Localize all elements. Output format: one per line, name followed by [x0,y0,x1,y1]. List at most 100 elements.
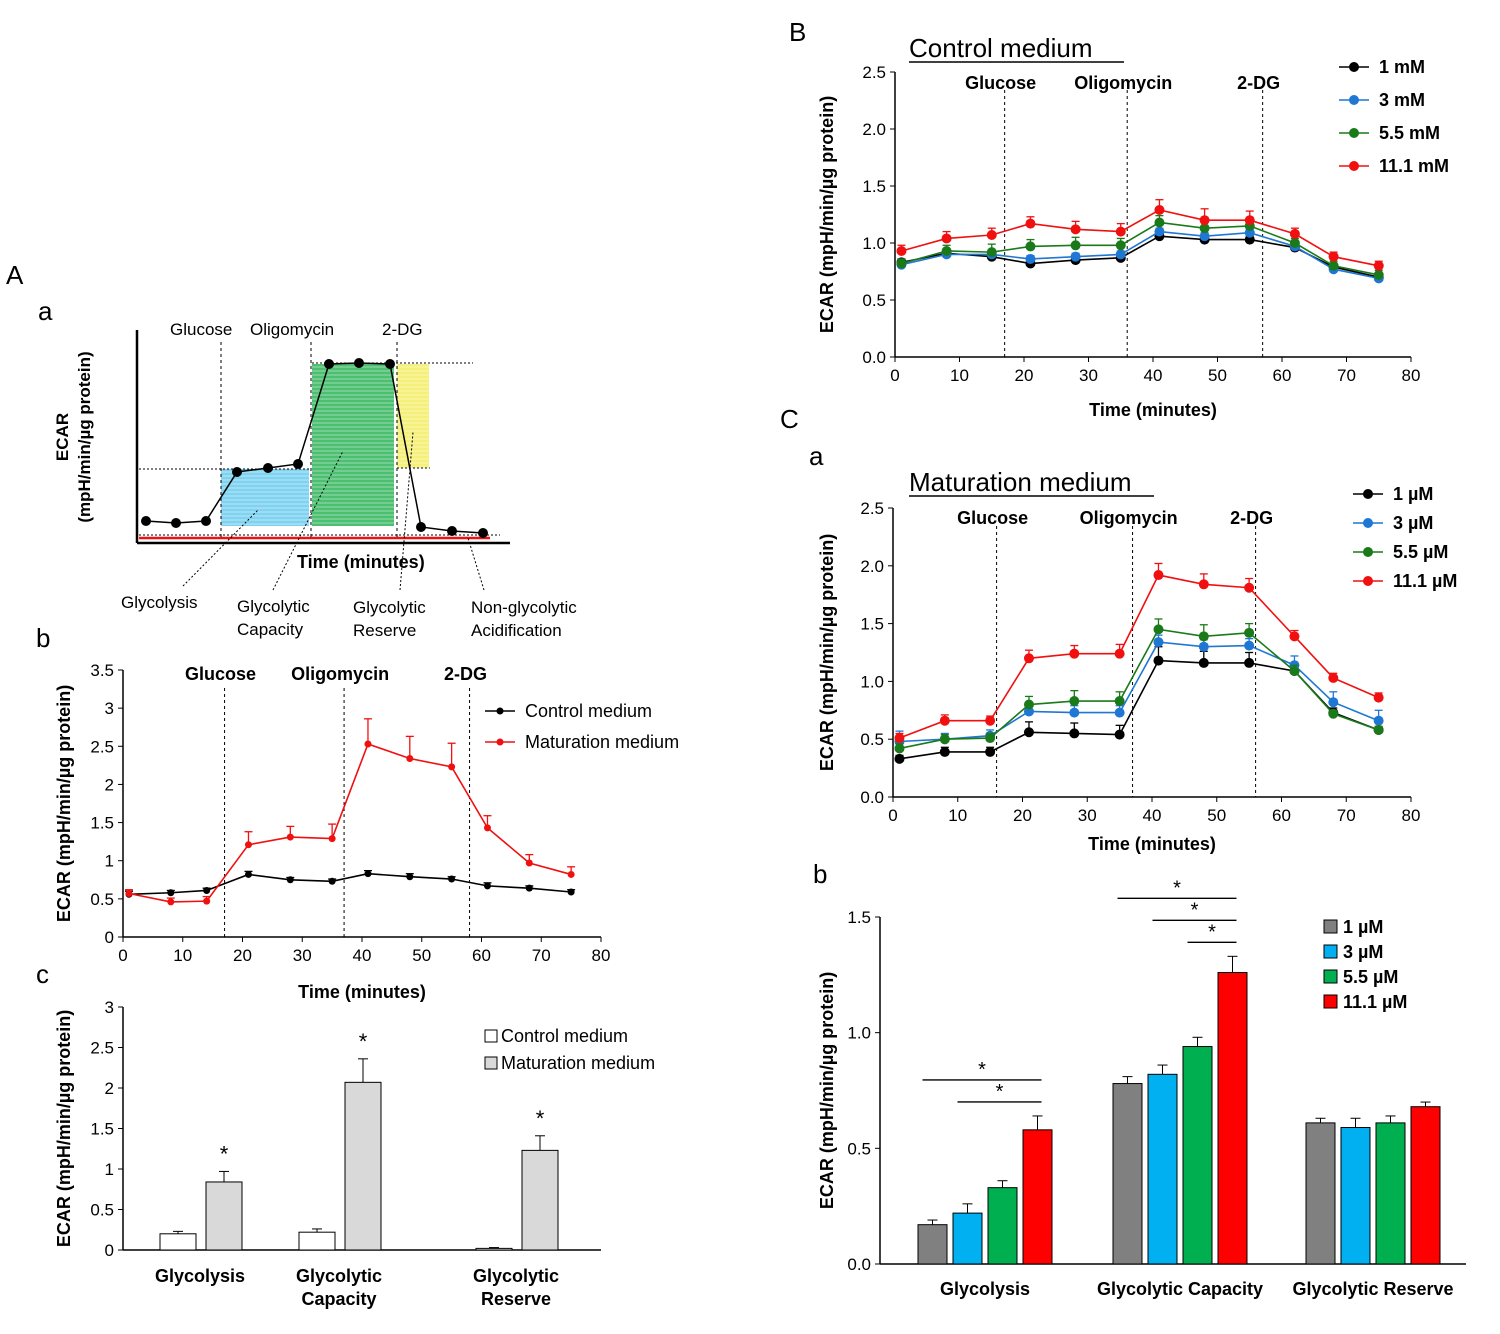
data-point [244,841,252,849]
series-5-5-m [894,618,1384,754]
category-label: Glycolysis [155,1266,245,1286]
x-tick-label: 60 [472,946,491,965]
data-point [448,763,456,771]
schematic-ylabel-1: ECAR [53,413,72,461]
legend-label: 11.1 µM [1343,992,1407,1012]
data-point [328,877,336,885]
y-tick-label: 3 [105,998,114,1017]
data-point [1070,251,1081,262]
data-point [1025,253,1036,264]
y-axis-label: ECAR (mpH/min/µg protein) [817,96,837,333]
data-point [1154,217,1165,228]
legend-swatch [484,1056,498,1070]
schematic-ylabel-2: (mpH/min/µg protein) [75,351,94,522]
data-point [448,875,456,883]
y-tick-label: 3.5 [90,661,114,680]
data-point [985,715,996,726]
y-tick-label: 1 [105,852,114,871]
x-tick-label: 70 [532,946,551,965]
series-control-medium [124,869,576,898]
bar-chart-glycolysis-parameters-media: 0 0.5 1 1.5 2 2.5 3 ECAR (mpH/min/µg protein) * G… [54,998,655,1309]
glycolytic-capacity-area [312,364,394,526]
x-tick-label: 60 [1272,806,1291,825]
bar-maturation-medium [521,1149,559,1251]
schematic-injection-2dg: 2-DG [382,320,423,339]
data-point [1023,653,1034,664]
data-point [1289,238,1300,248]
x-tick-label: 80 [592,946,611,965]
data-point [1373,692,1384,703]
data-point [1373,724,1384,735]
data-point [1373,715,1384,726]
injection-label-2-dg: 2-DG [1237,73,1280,93]
data-point [1023,727,1034,738]
panel-label-Ab: b [36,623,50,653]
category-label: Glycolytic [296,1266,382,1286]
legend-marker [1349,161,1359,171]
x-tick-label: 10 [173,946,192,965]
legend-swatch [1323,919,1338,934]
legend-swatch [1323,944,1338,959]
data-point [244,870,252,878]
chart-title: Control medium [909,33,1093,63]
legend-label: Maturation medium [525,732,679,752]
y-tick-label: 2 [105,775,114,794]
y-tick-label: 2.0 [862,120,886,139]
data-point [1023,706,1034,717]
bar-5-5-m [987,1187,1018,1265]
x-tick-label: 10 [950,366,969,385]
data-point [483,882,491,890]
data-point [1328,697,1339,708]
y-tick-label: 3 [105,699,114,718]
category-label: Reserve [481,1289,551,1309]
schematic-trace [145,362,484,534]
data-point [525,884,533,892]
schematic-panel: Glucose Oligomycin 2-DG ECAR (mpH/min/µg… [53,320,577,640]
data-point [1153,655,1164,666]
legend-swatch [484,1029,498,1043]
bar-11-1-m [1410,1106,1441,1265]
series-5-5-mm [896,214,1384,280]
series-11-1-mm [896,199,1384,271]
significance-star: * [536,1106,545,1131]
data-point [567,888,575,896]
data-point [1154,226,1165,237]
category-label: Glycolytic Reserve [1292,1279,1453,1299]
schematic-xlabel: Time (minutes) [297,552,425,572]
y-tick-label: 1.0 [860,672,884,691]
data-point [286,876,294,884]
legend-label: 11.1 mM [1379,156,1449,176]
y-tick-label: 0.5 [847,1139,871,1158]
category-label: Glycolytic [473,1266,559,1286]
data-point [1153,637,1164,648]
injection-label-oligomycin: Oligomycin [291,664,389,684]
x-tick-label: 0 [890,366,899,385]
legend-marker [1349,62,1359,72]
y-tick-label: 1 [105,1160,114,1179]
panel-label-A: A [6,260,24,290]
data-point [1069,728,1080,739]
bar-3-m [952,1212,983,1265]
y-tick-label: 0 [105,928,114,947]
series-line [901,209,1379,267]
series-line [901,230,1379,280]
data-point [985,733,996,744]
data-point [1153,624,1164,635]
injection-label-oligomycin: Oligomycin [1080,508,1178,528]
legend-swatch [1323,994,1338,1009]
data-point [1115,249,1126,260]
data-point [364,870,372,878]
data-point [986,230,997,241]
data-point [1244,657,1255,668]
significance-star: * [220,1141,229,1166]
data-point [1023,699,1034,710]
injection-label-2-dg: 2-DG [1230,508,1273,528]
x-tick-label: 30 [1078,806,1097,825]
callout-nonglyco-1: Non-glycolytic [471,598,577,617]
series-line [901,221,1379,276]
data-point [939,746,950,757]
data-point [1070,240,1081,251]
data-point [896,245,907,256]
y-axis-label: ECAR (mpH/min/µg protein) [817,972,837,1209]
